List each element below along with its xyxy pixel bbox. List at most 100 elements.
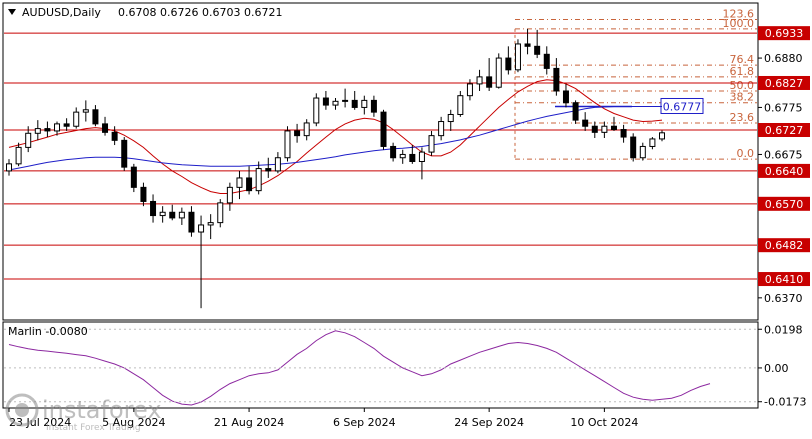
candle-body [303,122,310,137]
x-tick-label: 24 Sep 2024 [454,416,524,429]
candle-body [255,168,262,192]
candle [428,130,435,156]
candle-body [25,132,32,148]
candle-body [102,123,109,133]
candle [274,152,281,174]
candle-body [284,130,291,159]
candle-body [15,146,22,165]
level-label-box [758,75,810,90]
candle [188,206,195,237]
level-label: 0.6933 [765,27,804,40]
candle [34,120,41,141]
fib-label: 123.6 [723,8,755,21]
candle [169,204,176,221]
candle [236,170,243,200]
candle [217,199,224,228]
candle [466,79,473,101]
candle [159,206,166,223]
candle-body [82,109,89,113]
candle-body [620,129,627,138]
candle [495,53,502,89]
candle-body [553,67,560,92]
candle-body [178,211,185,219]
fib-label: 61.8 [730,65,755,78]
candle-body [457,95,464,115]
symbol-triangle-icon [8,9,16,15]
candle [332,98,339,110]
candle-body [140,186,147,202]
level-label-box [758,238,810,253]
x-tick-label: 10 Oct 2024 [570,416,638,429]
level-label-box [758,196,810,211]
candle [15,142,22,167]
y-tick-label: 0.6880 [764,52,803,65]
candle-body [543,53,550,69]
main-panel-frame [2,2,759,321]
candle [303,119,310,141]
candle-body [44,128,51,132]
candle [370,95,377,117]
fib-label: 0.0 [737,147,755,160]
candle-body [447,113,454,123]
marlin-y-tick-label: -0.0173 [764,396,806,409]
candle [562,83,569,108]
marlin-indicator [4,328,757,406]
candle-body [390,145,397,159]
candle-body [649,138,656,147]
candle [639,142,646,161]
level-label: 0.6482 [765,239,804,252]
candle [140,182,147,207]
level-label-box [758,26,810,41]
candle-body [361,99,368,108]
candle [659,130,665,142]
candle-body [130,166,137,188]
candle-body [639,145,646,159]
candles [6,28,665,309]
candle [44,121,51,138]
candle-body [351,99,358,108]
candle [361,95,368,115]
candle-body [466,83,473,97]
candle [82,100,89,122]
candle [265,157,272,178]
level-label: 0.6827 [765,77,804,90]
level-label-box [758,123,810,137]
candle [246,166,253,195]
candle [572,100,579,124]
candle-body [562,90,569,104]
candle-body [486,76,493,88]
level-label: 0.6410 [765,273,804,286]
x-tick-label: 5 Aug 2024 [102,416,165,429]
candle [582,112,589,131]
x-tick-label: 21 Aug 2024 [214,416,284,429]
watermark-tagline: Instant Forex Trading [46,423,141,432]
candle-body [370,99,377,113]
candle-body [591,125,598,133]
candle [6,159,12,176]
candle [380,109,387,150]
fib-label: 38.2 [730,91,755,104]
candle [351,90,358,110]
candle-body [63,123,70,127]
candle-body [207,222,214,226]
candle-body [601,125,608,133]
candle-body [495,57,502,88]
candle-body [534,45,541,55]
candle [342,88,349,108]
candle-body [34,128,41,134]
candle-body [342,99,349,102]
horizontal-levels: 0.6933 0.6827 0.6727 0.6640 0.6570 0.6482 0.64… [4,26,810,287]
fib-label: 50.0 [730,79,755,92]
candle [198,215,205,309]
y-tick-label: 0.6775 [764,101,803,114]
y-axis: 0.6880 0.6775 0.6675 0.6370 0.0198 0.00 -0.017… [758,52,806,409]
candle [418,147,425,180]
blue-level-box [660,97,704,114]
candle [649,137,656,150]
candle-body [610,125,617,131]
y-tick-label: 0.6675 [764,148,803,161]
candle-body [294,130,301,137]
candle [620,124,627,143]
watermark-brand: instaforex [42,396,162,424]
candle [313,93,320,127]
